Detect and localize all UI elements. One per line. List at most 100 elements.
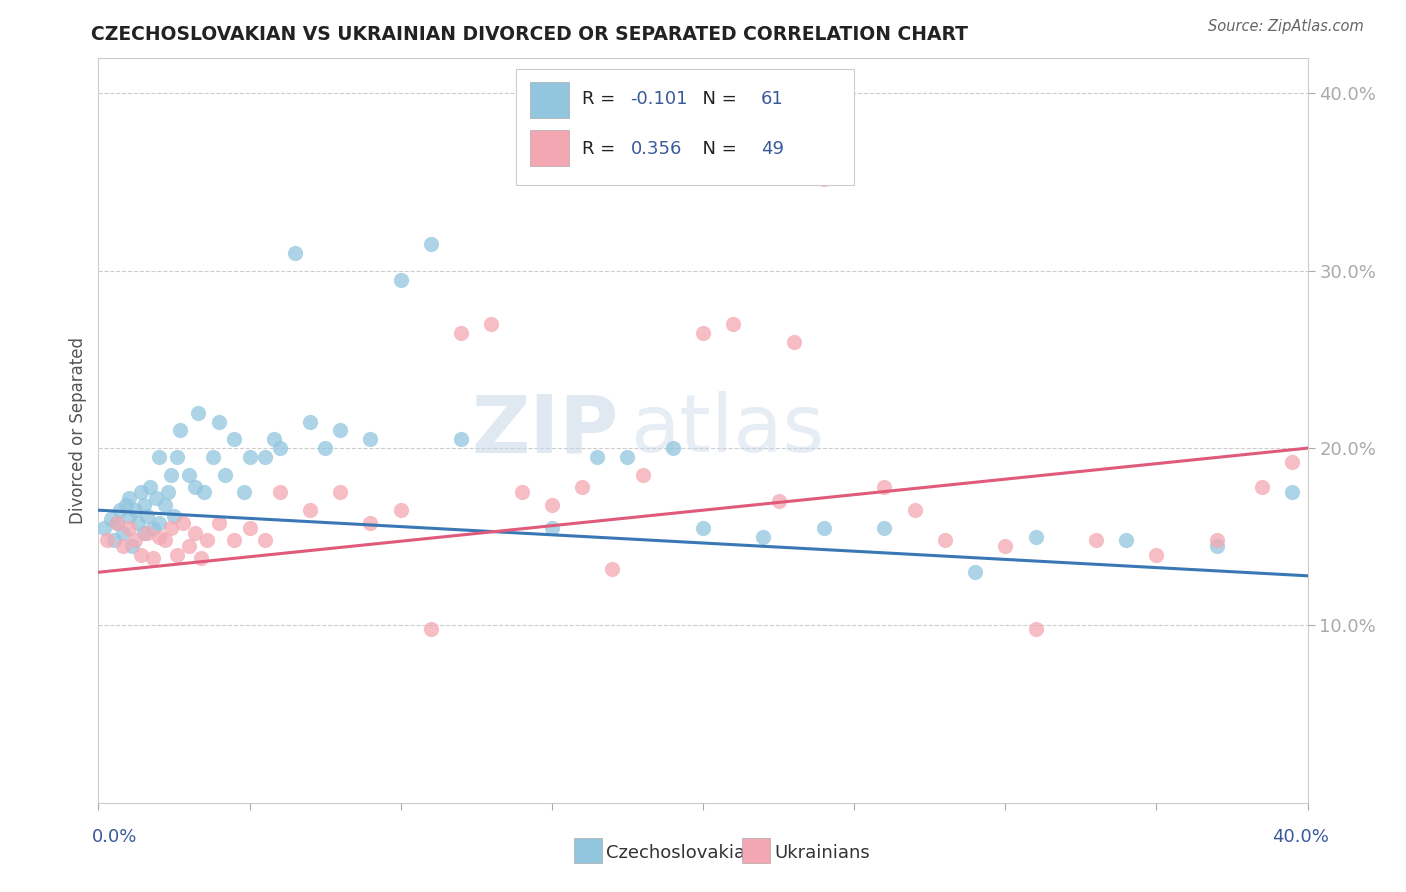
Point [121,539,143,553]
Point [172,516,194,530]
Point [873,521,896,535]
Point [114,498,136,512]
Point [1024,622,1046,636]
Point [314,441,336,455]
Point [450,326,472,340]
Point [108,503,131,517]
Point [132,498,155,512]
Text: 40.0%: 40.0% [1272,828,1329,846]
Text: CZECHOSLOVAKIAN VS UKRAINIAN DIVORCED OR SEPARATED CORRELATION CHART: CZECHOSLOVAKIAN VS UKRAINIAN DIVORCED OR… [91,25,969,44]
Text: N =: N = [690,140,742,158]
Point [510,485,533,500]
Point [184,480,207,494]
Y-axis label: Divorced or Separated: Divorced or Separated [69,337,87,524]
Point [239,521,262,535]
Point [195,533,218,548]
Point [118,508,141,523]
Point [148,530,170,544]
Point [389,503,412,517]
Point [253,450,276,464]
Point [1115,533,1137,548]
Point [93,521,115,535]
Point [813,521,835,535]
Point [616,450,638,464]
Point [239,450,262,464]
Point [1206,539,1229,553]
Point [145,491,167,505]
Text: -0.101: -0.101 [630,90,688,108]
Point [135,508,157,523]
Point [1281,455,1303,469]
Point [214,467,236,482]
Text: R =: R = [582,90,621,108]
Point [142,521,165,535]
Point [299,415,322,429]
Point [284,246,307,260]
Point [208,516,231,530]
Point [111,539,134,553]
Text: 0.356: 0.356 [630,140,682,158]
Point [202,450,225,464]
Point [269,485,291,500]
Point [1206,533,1229,548]
Point [118,491,141,505]
Text: ZIP: ZIP [471,392,619,469]
Text: Ukrainians: Ukrainians [775,844,870,862]
Text: Czechoslovakians: Czechoslovakians [606,844,766,862]
Point [166,450,188,464]
Point [571,480,593,494]
Point [540,521,562,535]
Point [187,406,209,420]
Point [904,503,927,517]
Point [153,498,176,512]
Point [103,533,125,548]
Point [208,415,231,429]
Point [184,526,207,541]
Point [873,480,896,494]
Point [179,539,201,553]
Point [142,551,165,566]
Point [692,326,714,340]
Text: Source: ZipAtlas.com: Source: ZipAtlas.com [1208,20,1364,34]
Point [124,503,146,517]
Point [166,548,188,562]
Point [160,521,183,535]
Point [661,441,683,455]
Point [105,516,128,530]
Text: atlas: atlas [630,392,825,469]
Text: 0.0%: 0.0% [91,828,136,846]
Point [752,530,775,544]
Point [127,516,149,530]
Point [169,423,191,437]
Point [153,533,176,548]
Point [263,432,285,446]
Point [224,533,246,548]
Text: 61: 61 [761,90,783,108]
Point [631,467,654,482]
Point [1144,548,1167,562]
Point [602,562,624,576]
Text: N =: N = [690,90,742,108]
Point [160,467,183,482]
Bar [530,130,569,166]
Point [299,503,322,517]
Point [269,441,291,455]
Point [179,467,201,482]
Point [813,171,835,186]
Point [420,237,443,252]
Point [135,526,157,541]
Point [481,317,503,331]
Point [692,521,714,535]
Point [389,273,412,287]
Point [193,485,215,500]
Point [994,539,1017,553]
Point [360,432,382,446]
Point [132,526,155,541]
Point [253,533,276,548]
Point [768,494,790,508]
Point [129,485,152,500]
Point [148,516,170,530]
Point [105,516,128,530]
Point [934,533,956,548]
Point [360,516,382,530]
